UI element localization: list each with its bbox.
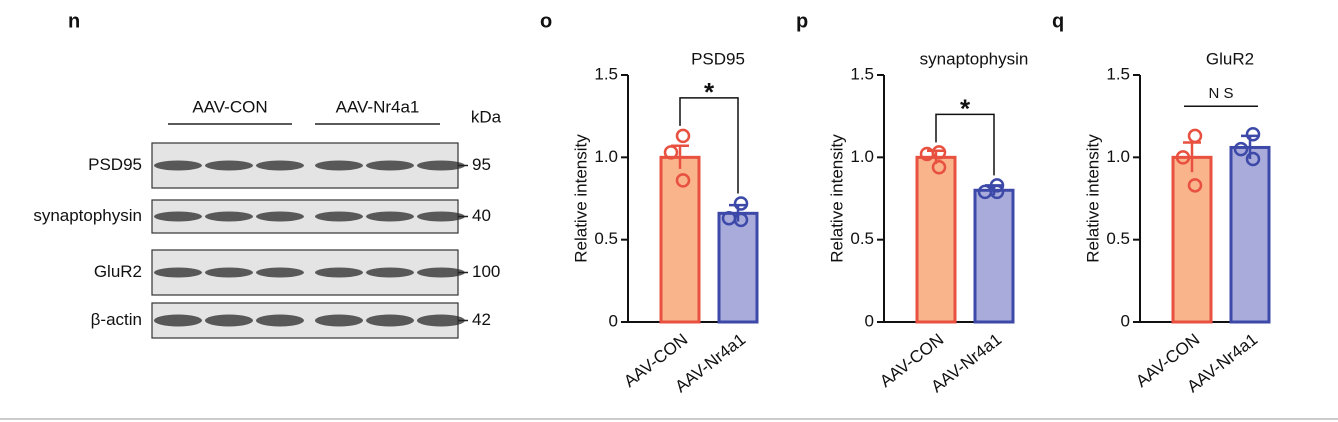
y-axis-label: Relative intensity bbox=[1083, 134, 1102, 263]
blot-band bbox=[366, 314, 414, 327]
y-tick-label: 0 bbox=[609, 311, 618, 330]
y-tick-label: 1.5 bbox=[1106, 64, 1130, 83]
blot-band bbox=[154, 160, 202, 171]
kda-label: 42 bbox=[472, 310, 491, 329]
blot-band bbox=[154, 267, 202, 278]
blot-band bbox=[256, 267, 304, 278]
blot-band bbox=[366, 160, 414, 171]
row-label: synaptophysin bbox=[33, 206, 142, 225]
data-point bbox=[931, 159, 947, 175]
panel-label: n bbox=[68, 10, 80, 32]
blot-band bbox=[366, 211, 414, 222]
row-label: GluR2 bbox=[94, 262, 142, 281]
bar bbox=[1171, 155, 1213, 324]
blot-band bbox=[315, 267, 363, 278]
row-label: PSD95 bbox=[88, 155, 142, 174]
y-tick-label: 1.0 bbox=[1106, 147, 1130, 166]
blot-band bbox=[315, 211, 363, 222]
data-point bbox=[989, 184, 1005, 200]
data-point bbox=[1187, 178, 1203, 193]
kda-label: 40 bbox=[472, 206, 491, 225]
y-axis-label: Relative intensity bbox=[571, 134, 590, 263]
blot-band bbox=[205, 267, 253, 278]
blot-band bbox=[315, 160, 363, 171]
row-label: β-actin bbox=[91, 310, 142, 329]
significance-bracket bbox=[935, 113, 995, 176]
chart-title: synaptophysin bbox=[920, 49, 1029, 68]
kda-label: 100 bbox=[472, 262, 500, 281]
chart-title: PSD95 bbox=[691, 49, 745, 68]
group-label: AAV-Nr4a1 bbox=[336, 97, 420, 116]
bar bbox=[1229, 145, 1271, 324]
y-tick-label: 0 bbox=[1121, 311, 1130, 330]
data-point bbox=[1245, 127, 1261, 142]
data-point bbox=[1245, 151, 1261, 167]
blot-band bbox=[315, 314, 363, 327]
data-point bbox=[675, 128, 691, 144]
data-point bbox=[1187, 128, 1203, 144]
blot-band bbox=[256, 211, 304, 222]
bar bbox=[659, 155, 701, 324]
y-tick-label: 0 bbox=[865, 311, 874, 330]
data-point bbox=[919, 146, 935, 162]
y-tick-label: 1.0 bbox=[594, 147, 618, 166]
blot-band bbox=[154, 211, 202, 222]
data-point bbox=[733, 196, 749, 211]
significance-label: * bbox=[960, 93, 971, 123]
y-tick-label: 1.0 bbox=[850, 147, 874, 166]
panel-label: q bbox=[1052, 10, 1064, 32]
bar bbox=[915, 155, 957, 324]
chart-title: GluR2 bbox=[1206, 49, 1254, 68]
data-point bbox=[989, 178, 1005, 193]
data-point bbox=[1233, 141, 1249, 157]
y-tick-label: 0.5 bbox=[850, 229, 874, 248]
bar bbox=[717, 211, 759, 324]
kda-label: 95 bbox=[472, 155, 491, 174]
blot-band bbox=[417, 267, 465, 278]
significance-bracket bbox=[679, 97, 739, 194]
y-tick-label: 0.5 bbox=[1106, 229, 1130, 248]
data-point bbox=[733, 212, 749, 228]
y-tick-label: 0.5 bbox=[594, 229, 618, 248]
bar bbox=[973, 188, 1015, 324]
panel-label: o bbox=[540, 10, 552, 32]
group-label: AAV-CON bbox=[192, 97, 267, 116]
data-point bbox=[1175, 150, 1191, 165]
y-tick-label: 1.5 bbox=[850, 64, 874, 83]
data-point bbox=[663, 145, 679, 160]
panel-label: p bbox=[796, 10, 808, 32]
blot-band bbox=[256, 160, 304, 171]
blot-band bbox=[366, 267, 414, 278]
unit-label: kDa bbox=[471, 107, 502, 126]
blot-band bbox=[205, 160, 253, 171]
blot-band bbox=[417, 160, 465, 171]
y-tick-label: 1.5 bbox=[594, 64, 618, 83]
blot-band bbox=[256, 314, 304, 327]
blot-band bbox=[205, 211, 253, 222]
blot-band bbox=[417, 211, 465, 222]
blot-band bbox=[154, 314, 202, 327]
significance-label: N S bbox=[1208, 85, 1233, 102]
data-point bbox=[675, 173, 691, 188]
blot-band bbox=[205, 314, 253, 327]
significance-label: * bbox=[704, 77, 715, 107]
blot-band bbox=[417, 314, 465, 327]
y-axis-label: Relative intensity bbox=[827, 134, 846, 263]
